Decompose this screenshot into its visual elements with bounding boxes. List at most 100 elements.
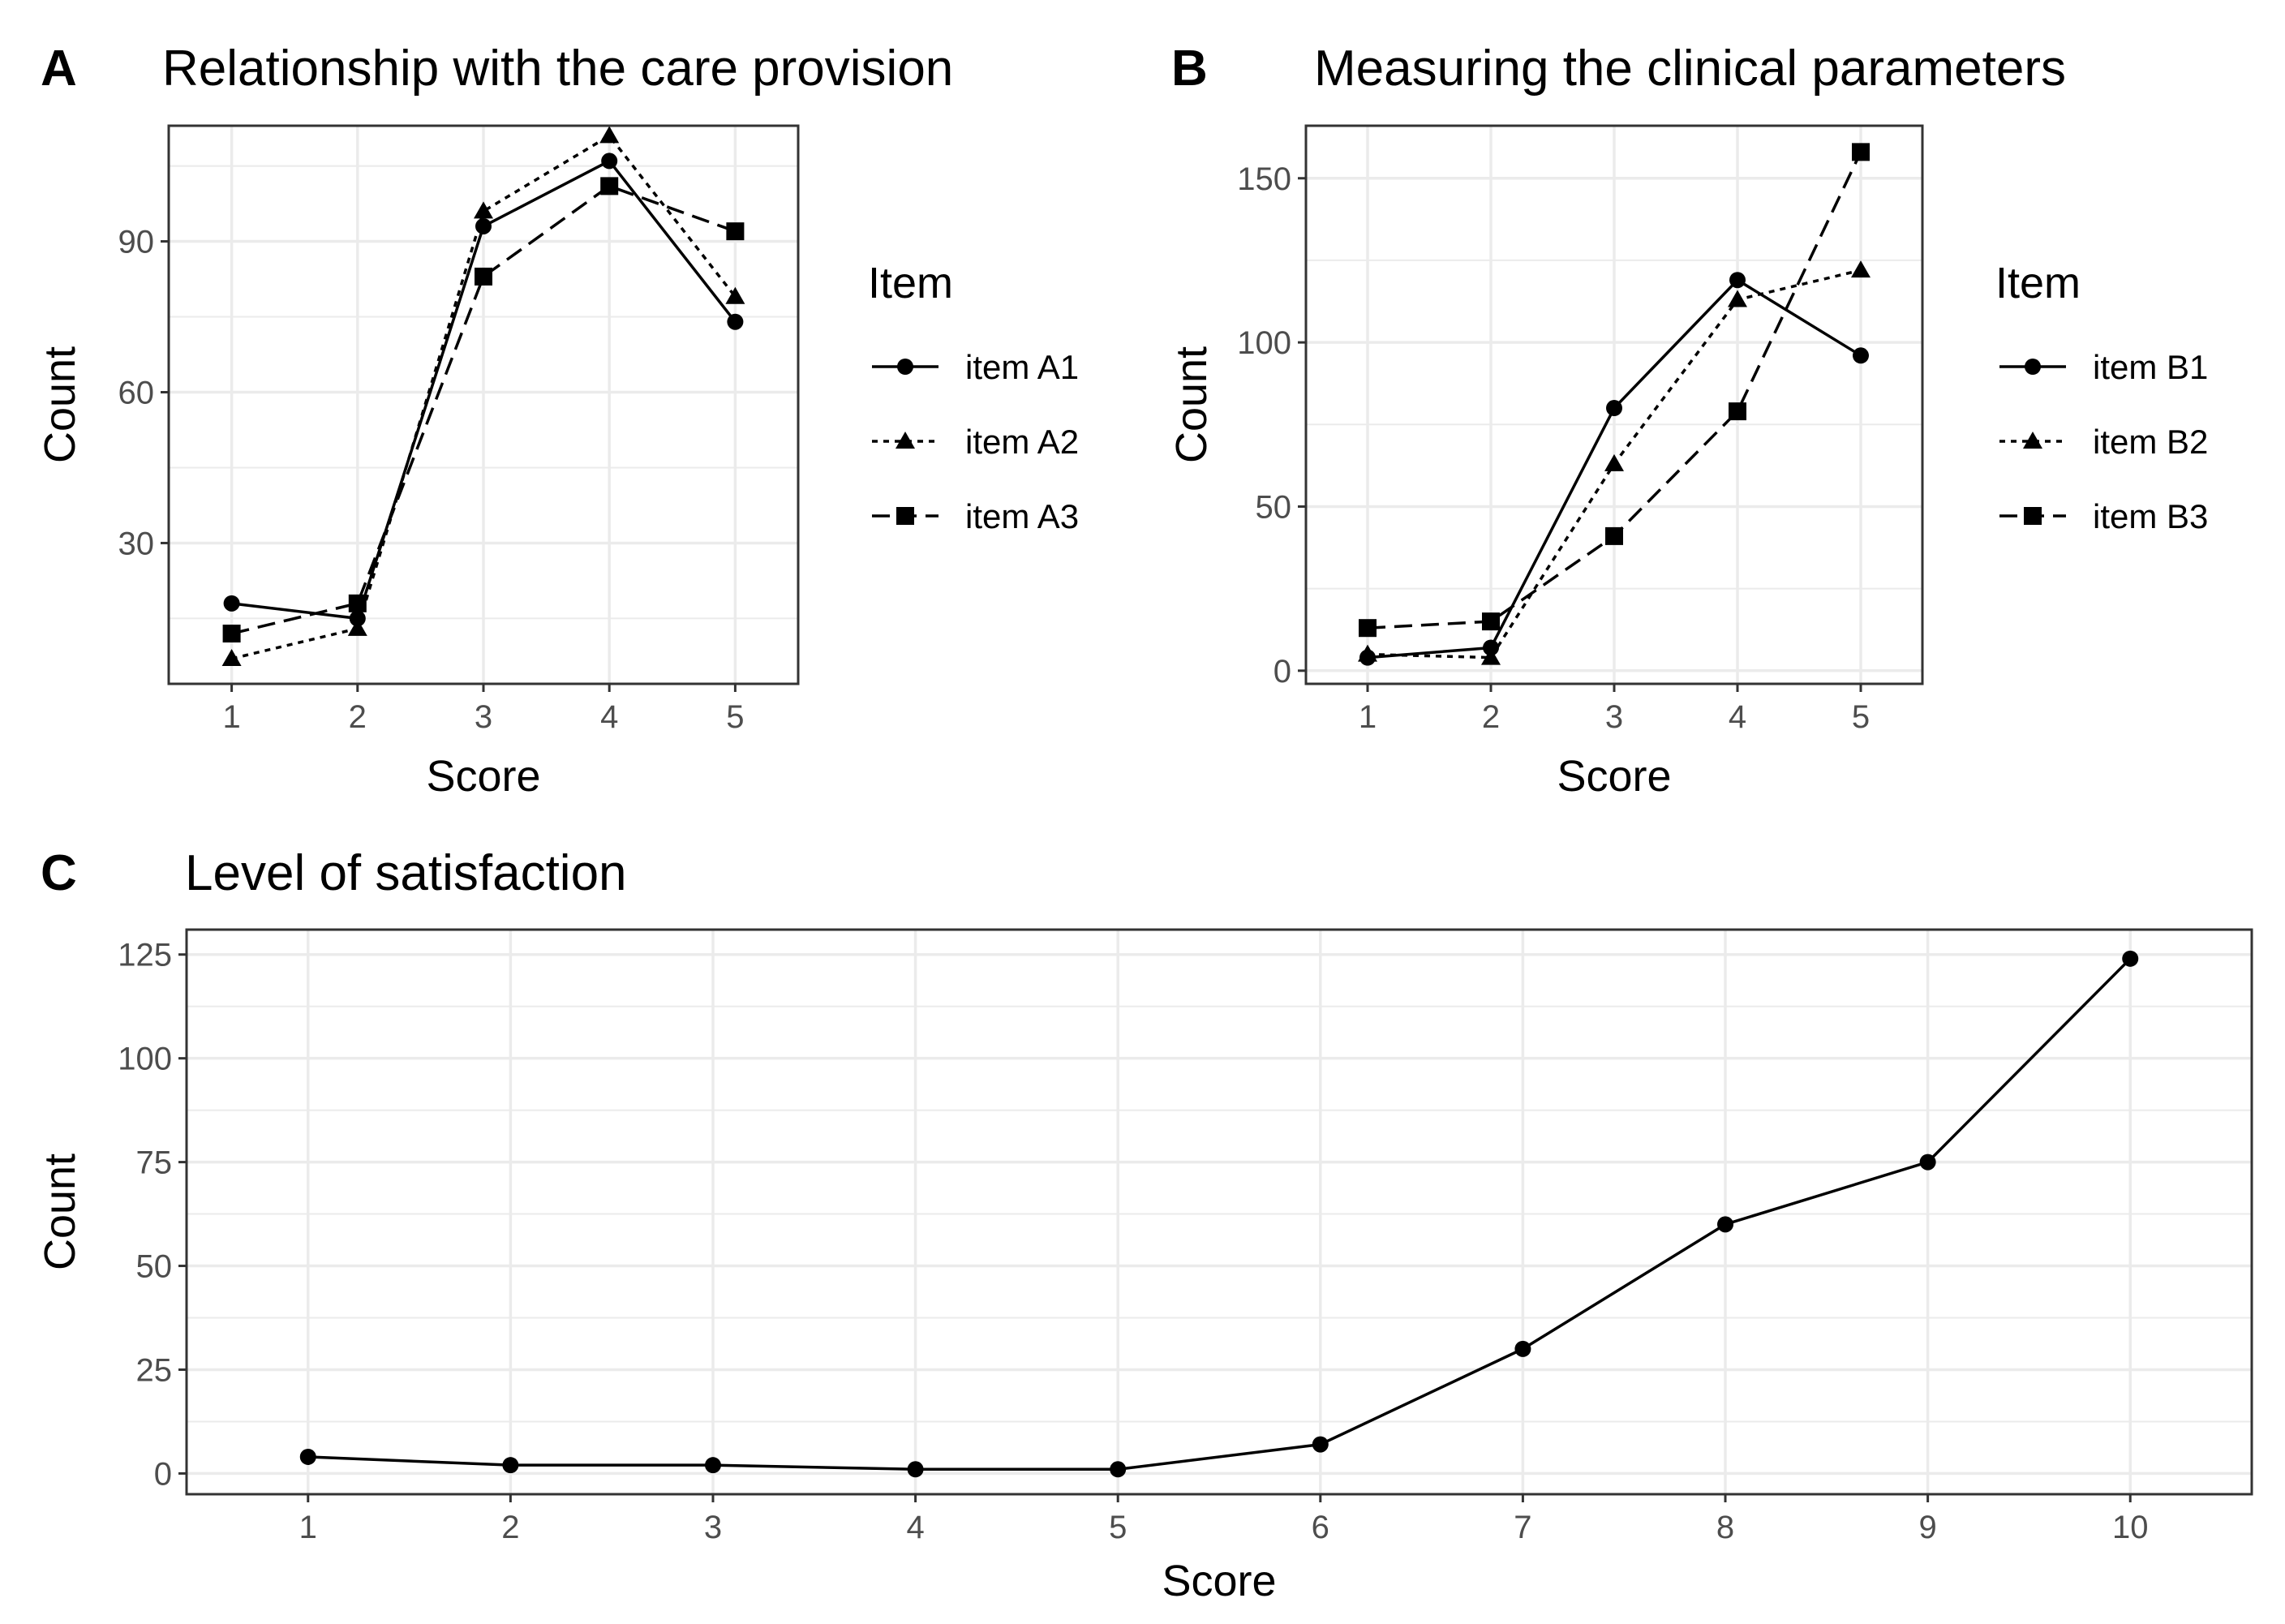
panel-a-legend-title: Item (868, 259, 953, 307)
data-point (1481, 647, 1501, 665)
data-point (725, 286, 745, 304)
plot-background (187, 930, 2252, 1494)
data-point (727, 313, 744, 330)
y-tick-label: 25 (136, 1352, 173, 1388)
panel-a-x-ticks: 1 2 3 4 5 (222, 684, 745, 735)
data-point (2122, 950, 2139, 967)
x-tick-label: 2 (501, 1510, 519, 1545)
panel-b-title: Measuring the clinical parameters (1314, 41, 2066, 97)
x-tick-label: 6 (1312, 1510, 1329, 1545)
legend-key-marker (896, 432, 915, 449)
y-tick-label: 125 (118, 938, 172, 973)
data-point (1729, 272, 1746, 289)
data-point (599, 126, 620, 144)
x-tick-label: 2 (349, 699, 367, 735)
panel-b-data-points (1358, 143, 1871, 666)
data-point (222, 625, 241, 643)
x-tick-label: 1 (222, 699, 240, 735)
data-point (600, 177, 619, 195)
panel-b-legend-title: Item (1995, 259, 2081, 307)
x-tick-label: 5 (726, 699, 744, 735)
y-tick-label: 150 (1237, 161, 1291, 197)
panel-c-y-ticks: 0 25 50 75 100 125 (118, 938, 187, 1492)
data-point (1483, 639, 1499, 656)
x-tick-label: 5 (1109, 1510, 1127, 1545)
data-point (1110, 1461, 1127, 1478)
x-tick-label: 10 (2112, 1510, 2149, 1545)
data-point (475, 267, 492, 286)
legend-label: item B3 (2093, 497, 2208, 535)
panel-c-data-points (299, 950, 2139, 1478)
data-point (601, 153, 618, 170)
legend-key-marker (2025, 359, 2041, 375)
data-point (1717, 1216, 1734, 1233)
data-point (348, 594, 367, 612)
legend-label: item A2 (965, 423, 1079, 461)
legend-label: item B1 (2093, 348, 2208, 386)
data-point (907, 1461, 924, 1478)
data-point (1851, 260, 1871, 278)
x-tick-label: 3 (704, 1510, 722, 1545)
panel-b-x-axis-title: Score (1557, 752, 1671, 801)
data-point (1514, 1340, 1531, 1357)
data-point (1919, 1154, 1936, 1171)
data-point (1312, 1436, 1329, 1453)
x-tick-label: 4 (906, 1510, 924, 1545)
data-point (1606, 400, 1622, 417)
panel-b-y-axis-title: Count (1167, 346, 1216, 463)
x-tick-label: 3 (475, 699, 492, 735)
series-line (231, 184, 736, 635)
x-tick-label: 1 (1359, 699, 1377, 735)
legend-label: item B2 (2093, 423, 2208, 461)
x-tick-label: 1 (299, 1510, 317, 1545)
panel-c-y-axis-title: Count (36, 1154, 84, 1270)
y-tick-label: 30 (118, 526, 155, 561)
x-tick-label: 8 (1716, 1510, 1734, 1545)
data-point (1728, 290, 1747, 307)
legend-key-marker (2024, 507, 2042, 525)
panel-c-x-axis-title: Score (1162, 1557, 1276, 1605)
panel-a-letter: A (41, 41, 77, 97)
panel-b-x-ticks: 1 2 3 4 5 (1359, 684, 1870, 735)
panel-c-letter: C (41, 845, 77, 901)
panel-c-grid (187, 930, 2252, 1494)
panel-c-plot-border (185, 928, 2253, 1496)
x-tick-label: 7 (1514, 1510, 1531, 1545)
x-tick-label: 3 (1605, 699, 1623, 735)
data-point (1359, 619, 1377, 638)
legend-key-marker (896, 507, 914, 525)
panel-a: A Relationship with the care provision 3… (36, 41, 1079, 801)
panel-a-legend: item A1 item A2 item A3 (872, 348, 1079, 535)
y-tick-label: 100 (1237, 325, 1291, 361)
y-tick-label: 50 (1256, 489, 1292, 525)
panel-b-y-ticks: 0 50 100 150 (1237, 161, 1306, 690)
x-tick-label: 9 (1919, 1510, 1937, 1545)
y-tick-label: 0 (1274, 654, 1291, 690)
data-point (349, 610, 366, 627)
x-tick-label: 2 (1482, 699, 1500, 735)
data-point (704, 1457, 721, 1474)
panel-a-x-axis-title: Score (426, 752, 540, 801)
data-point (1605, 526, 1623, 545)
legend-label: item A3 (965, 497, 1079, 535)
panel-a-data-points (221, 126, 745, 667)
y-tick-label: 50 (136, 1249, 173, 1285)
data-point (1852, 143, 1870, 161)
y-tick-label: 60 (118, 376, 155, 411)
panel-c-title: Level of satisfaction (185, 845, 627, 901)
y-tick-label: 90 (118, 225, 155, 260)
data-point (347, 618, 367, 636)
x-tick-label: 4 (600, 699, 618, 735)
panel-a-title: Relationship with the care provision (162, 41, 953, 97)
series-line (307, 957, 2132, 1471)
y-tick-label: 75 (136, 1145, 173, 1181)
y-tick-label: 0 (154, 1456, 172, 1492)
data-point (475, 217, 492, 234)
panel-b-legend: item B1 item B2 item B3 (1999, 348, 2208, 535)
legend-key-marker (897, 359, 913, 375)
x-tick-label: 5 (1852, 699, 1870, 735)
panel-c-series-lines (307, 957, 2132, 1471)
legend-key-marker (2023, 432, 2042, 449)
